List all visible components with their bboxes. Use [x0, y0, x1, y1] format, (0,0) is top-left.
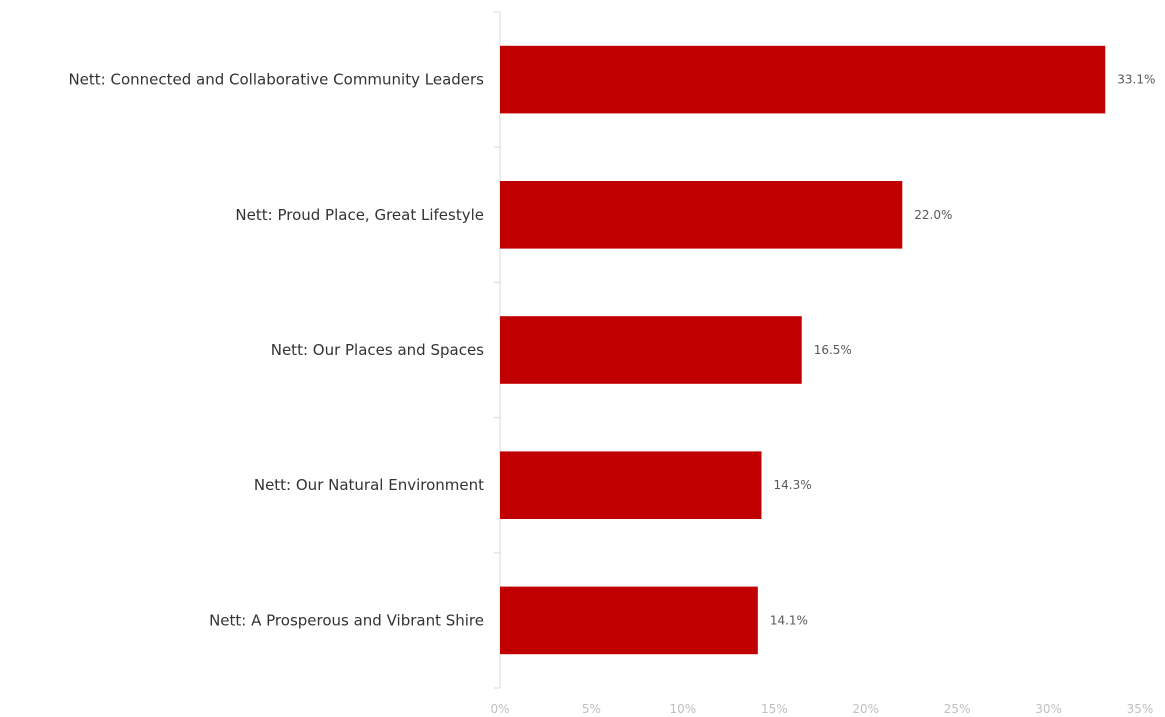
category-label: Nett: Proud Place, Great Lifestyle	[235, 206, 484, 224]
bars	[500, 45, 1106, 655]
bar	[500, 45, 1106, 114]
bar	[500, 451, 762, 519]
bar	[500, 586, 758, 655]
value-label: 14.3%	[773, 478, 811, 492]
axes: 0% 5% 10% 15% 20% 25% 30% 35%	[490, 11, 1154, 716]
labels: Nett: Connected and Collaborative Commun…	[68, 71, 1155, 630]
x-tick-label: 30%	[1035, 702, 1062, 716]
value-label: 33.1%	[1117, 73, 1155, 87]
x-tick-label: 25%	[944, 702, 971, 716]
value-label: 22.0%	[914, 208, 952, 222]
value-label: 16.5%	[814, 343, 852, 357]
value-label: 14.1%	[770, 613, 808, 627]
category-label: Nett: Our Natural Environment	[254, 476, 484, 494]
x-tick-label: 20%	[852, 702, 879, 716]
x-tick-label: 10%	[670, 702, 697, 716]
x-tick-label: 5%	[582, 702, 601, 716]
x-tick-label: 35%	[1127, 702, 1154, 716]
bar	[500, 181, 903, 249]
category-label: Nett: Our Places and Spaces	[271, 341, 484, 359]
category-label: Nett: Connected and Collaborative Commun…	[68, 71, 484, 89]
category-label: Nett: A Prosperous and Vibrant Shire	[209, 611, 484, 629]
x-tick-label: 15%	[761, 702, 788, 716]
x-tick-label: 0%	[490, 702, 509, 716]
bar	[500, 316, 802, 384]
